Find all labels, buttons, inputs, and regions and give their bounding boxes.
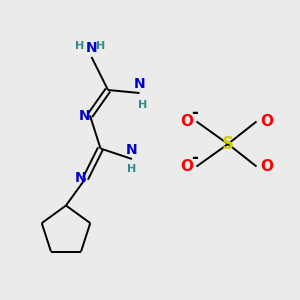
Text: N: N [75,172,87,185]
Text: N: N [86,41,97,56]
Text: O: O [180,114,193,129]
Text: H: H [97,40,106,51]
Text: O: O [260,159,273,174]
Text: O: O [260,114,273,129]
Text: N: N [79,109,90,122]
Text: H: H [139,100,148,110]
Text: N: N [126,142,138,157]
Text: H: H [76,40,85,51]
Text: N: N [134,76,145,91]
Text: O: O [180,159,193,174]
Text: H: H [128,164,136,174]
Text: -: - [191,149,197,167]
Text: -: - [191,104,197,122]
Text: S: S [222,135,234,153]
